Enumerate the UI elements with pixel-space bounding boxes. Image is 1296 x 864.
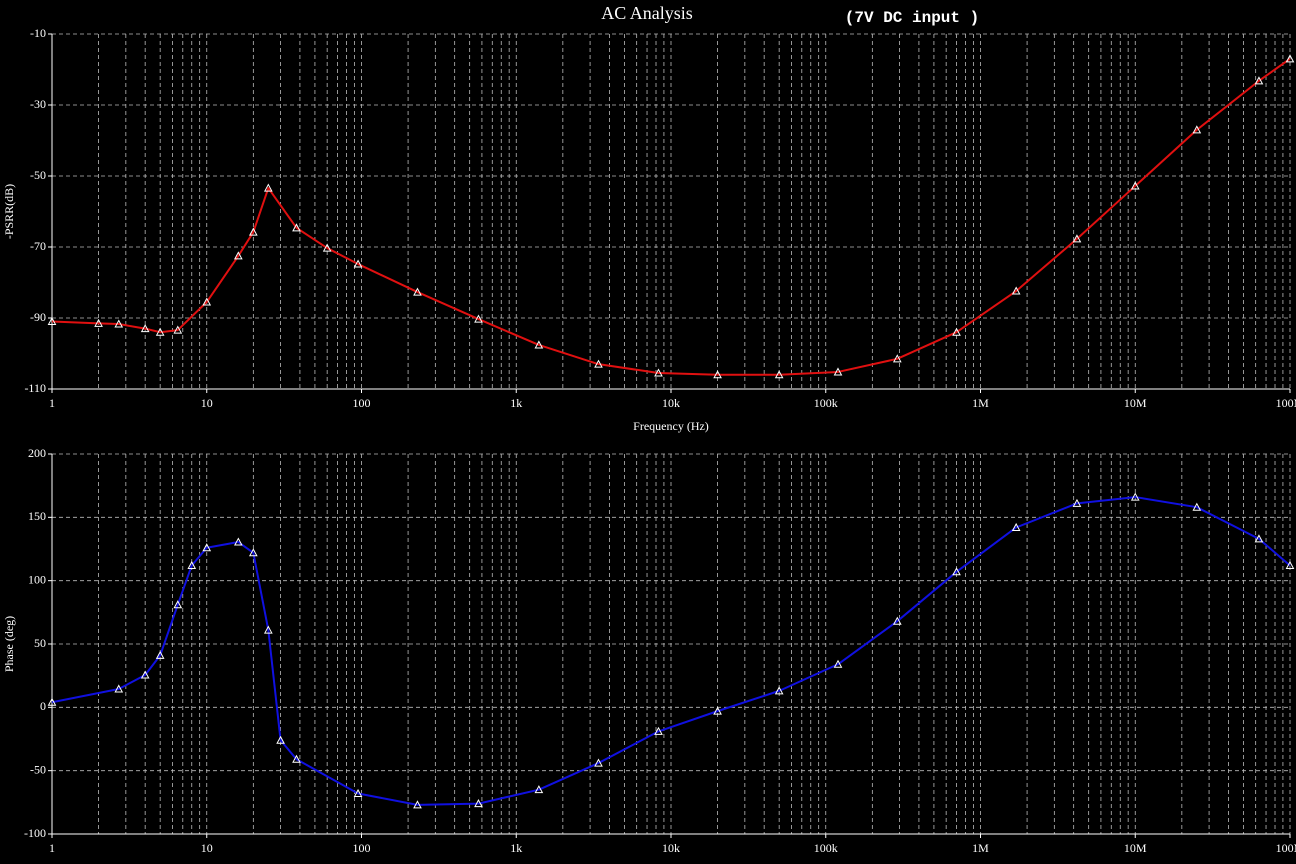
data-marker: [155, 327, 165, 336]
x-tick-label: 10k: [662, 841, 680, 855]
x-tick-label: 10M: [1124, 396, 1147, 410]
data-marker: [713, 370, 722, 379]
data-marker: [534, 785, 544, 794]
x-tick-label: 1M: [972, 396, 989, 410]
data-marker: [114, 319, 124, 328]
y-tick-label: -100: [24, 826, 46, 840]
y-tick-label: -50: [30, 168, 46, 182]
x-tick-label: 100k: [814, 396, 838, 410]
y-tick-label: 200: [28, 446, 46, 460]
data-marker: [47, 316, 57, 326]
y-tick-label: 0: [40, 699, 46, 713]
x-tick-label: 1k: [510, 396, 522, 410]
y-tick-label: -110: [24, 381, 46, 395]
x-tick-label: 10: [201, 841, 213, 855]
data-marker: [353, 788, 363, 797]
y-tick-label: -70: [30, 239, 46, 253]
x-axis-label: Frequency (Hz): [633, 419, 709, 433]
data-marker: [594, 359, 603, 368]
data-marker: [1254, 76, 1264, 85]
data-marker: [234, 537, 243, 546]
y-axis-label: Phase (deg): [2, 616, 16, 672]
data-marker: [474, 799, 483, 808]
y-tick-label: -50: [30, 762, 46, 776]
y-tick-label: -10: [30, 26, 46, 40]
series-line: [51, 496, 1291, 806]
x-tick-label: 10k: [662, 396, 680, 410]
data-marker: [292, 754, 301, 763]
data-marker: [952, 567, 961, 576]
data-marker: [353, 259, 363, 268]
x-tick-label: 100: [353, 841, 371, 855]
data-marker: [248, 548, 258, 557]
data-marker: [1285, 560, 1295, 569]
data-marker: [1254, 534, 1264, 543]
data-marker: [140, 670, 150, 679]
data-marker: [94, 318, 103, 327]
y-tick-label: 100: [28, 572, 46, 586]
x-tick-label: 10: [201, 396, 213, 410]
data-marker: [263, 183, 273, 192]
data-marker: [292, 223, 301, 232]
data-marker: [202, 543, 212, 552]
data-marker: [1072, 498, 1082, 507]
data-marker: [1011, 522, 1021, 531]
data-marker: [1011, 286, 1021, 295]
data-marker: [1285, 54, 1295, 63]
x-tick-label: 1M: [972, 841, 989, 855]
data-marker: [774, 686, 784, 695]
data-marker: [202, 297, 212, 306]
x-tick-label: 1k: [510, 841, 522, 855]
data-marker: [952, 327, 961, 336]
y-tick-label: 150: [28, 509, 46, 523]
data-marker: [140, 324, 150, 333]
data-marker: [654, 368, 663, 377]
data-marker: [155, 650, 165, 659]
data-marker: [173, 600, 183, 609]
x-tick-label: 1: [49, 396, 55, 410]
y-tick-label: 50: [34, 636, 46, 650]
data-marker: [474, 314, 483, 323]
data-marker: [833, 659, 843, 668]
data-marker: [892, 616, 902, 625]
annotation: (7V DC input ): [845, 9, 979, 27]
x-tick-label: 100: [353, 396, 371, 410]
x-tick-label: 100M: [1276, 396, 1296, 410]
data-marker: [413, 287, 422, 296]
data-marker: [263, 625, 273, 634]
data-marker: [234, 251, 243, 260]
y-tick-label: -90: [30, 310, 46, 324]
data-marker: [276, 735, 285, 744]
data-marker: [322, 243, 332, 252]
data-marker: [1192, 125, 1202, 134]
data-marker: [248, 227, 258, 236]
y-axis-label: -PSRR(dB): [2, 184, 16, 239]
chart-title: AC Analysis: [601, 3, 693, 23]
data-marker: [654, 726, 663, 735]
data-marker: [1192, 502, 1202, 511]
data-marker: [1130, 492, 1140, 501]
data-marker: [713, 706, 722, 715]
x-tick-label: 100k: [814, 841, 838, 855]
data-marker: [47, 697, 57, 706]
data-marker: [774, 370, 784, 379]
y-tick-label: -30: [30, 97, 46, 111]
data-marker: [534, 340, 544, 349]
data-marker: [173, 325, 183, 334]
data-marker: [187, 560, 197, 569]
data-marker: [114, 684, 124, 693]
data-marker: [892, 354, 902, 363]
data-marker: [594, 758, 603, 767]
x-tick-label: 100M: [1276, 841, 1296, 855]
x-tick-label: 1: [49, 841, 55, 855]
x-tick-label: 10M: [1124, 841, 1147, 855]
data-marker: [413, 800, 422, 809]
data-marker: [1130, 181, 1140, 190]
series-line: [51, 58, 1291, 376]
data-marker: [1072, 234, 1082, 243]
data-marker: [833, 367, 843, 376]
